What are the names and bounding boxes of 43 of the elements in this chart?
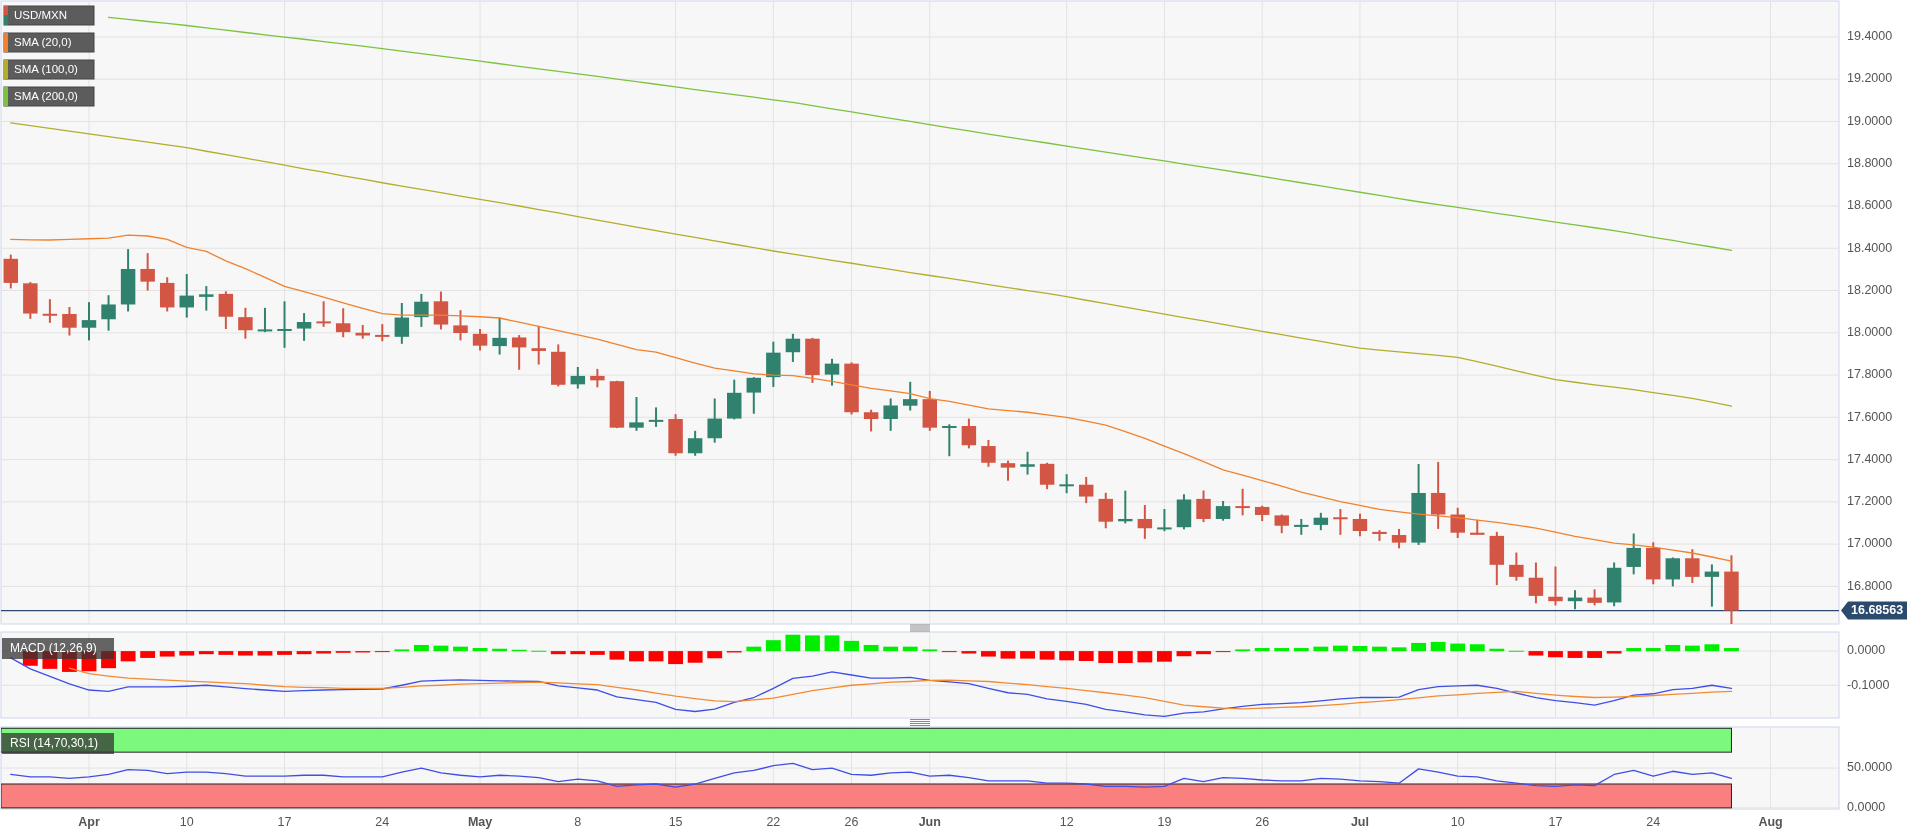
y-tick-label: 18.2000 bbox=[1847, 282, 1893, 297]
y-tick-label: 18.6000 bbox=[1847, 198, 1893, 213]
y-tick-label: 18.4000 bbox=[1847, 240, 1893, 255]
y-tick-label: 19.2000 bbox=[1847, 71, 1893, 86]
x-tick-label: 26 bbox=[1255, 815, 1270, 829]
x-tick-label: 12 bbox=[1059, 815, 1074, 829]
ref-line-label: 16.68563 bbox=[1851, 602, 1904, 617]
legend-label: USD/MXN bbox=[14, 9, 68, 22]
x-tick-label: 17 bbox=[1548, 815, 1563, 829]
y-tick-label: 50.0000 bbox=[1847, 760, 1893, 775]
x-tick-label: 24 bbox=[375, 815, 390, 829]
x-tick-label: 24 bbox=[1646, 815, 1661, 829]
y-tick-label: 18.8000 bbox=[1847, 156, 1893, 171]
y-tick-label: -0.1000 bbox=[1847, 677, 1890, 692]
y-tick-label: 0.0000 bbox=[1847, 800, 1886, 815]
x-tick-label: 10 bbox=[1450, 815, 1465, 829]
x-tick-label: 19 bbox=[1157, 815, 1172, 829]
x-tick-label: 15 bbox=[668, 815, 683, 829]
y-tick-label: 0.0000 bbox=[1847, 643, 1886, 658]
y-tick-label: 17.6000 bbox=[1847, 409, 1893, 424]
x-tick-label: 10 bbox=[179, 815, 194, 829]
x-tick-label: Jun bbox=[918, 815, 941, 829]
x-tick-label: 17 bbox=[277, 815, 292, 829]
y-tick-label: 17.0000 bbox=[1847, 536, 1893, 551]
x-tick-label: 26 bbox=[844, 815, 859, 829]
y-tick-label: 19.0000 bbox=[1847, 113, 1893, 128]
x-tick-label: May bbox=[467, 815, 493, 829]
x-tick-label: 22 bbox=[766, 815, 781, 829]
x-tick-label: 8 bbox=[574, 815, 582, 829]
y-tick-label: 19.4000 bbox=[1847, 29, 1893, 44]
y-tick-label: 17.2000 bbox=[1847, 494, 1893, 509]
y-tick-label: 17.4000 bbox=[1847, 451, 1893, 466]
x-tick-label: Jul bbox=[1350, 815, 1369, 829]
legend-label: SMA (20,0) bbox=[14, 36, 72, 49]
x-tick-label: Aug bbox=[1758, 815, 1783, 829]
legend-label: SMA (100,0) bbox=[14, 63, 79, 76]
y-tick-label: 18.0000 bbox=[1847, 325, 1893, 340]
x-tick-label: Apr bbox=[78, 815, 100, 829]
y-tick-label: 16.8000 bbox=[1847, 578, 1893, 593]
y-tick-label: 17.8000 bbox=[1847, 367, 1893, 382]
text: MACD (12,26,9) bbox=[10, 641, 97, 656]
text: RSI (14,70,30,1) bbox=[10, 736, 99, 751]
legend-label: SMA (200,0) bbox=[14, 90, 79, 103]
